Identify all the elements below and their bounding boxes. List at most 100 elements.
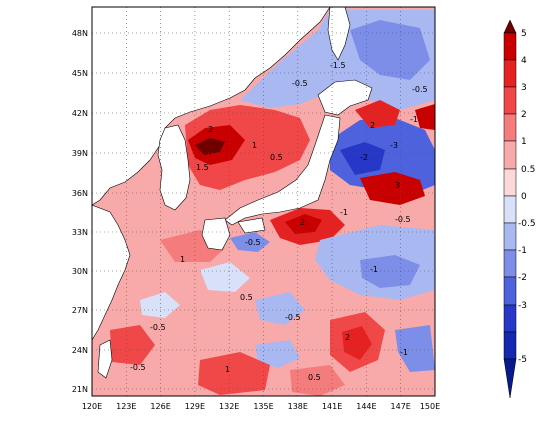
contour-label: 3 [395,181,400,190]
contour-label: -0.5 [292,79,308,88]
colorbar-label: 0.5 [521,165,535,175]
contour-label: -2 [360,153,368,162]
contour-label: 0.5 [308,373,321,382]
contour-label: -0.5 [395,215,411,224]
south-honshu-warm-core [285,214,322,234]
contour-label: -3 [390,141,398,150]
colorbar-swatch [503,222,517,251]
contour-label: -0.5 [285,313,301,322]
colorbar-top-arrow [503,19,517,34]
cool-patch-4 [255,292,305,325]
colorbar-labels: 5 4 3 2 1 0.5 0 -0.5 -1 -2 -3 -5 [518,29,536,365]
contour-label: -1 [400,348,408,357]
contour-label: -1.5 [330,61,346,70]
contour-label: 1 [225,365,230,374]
sea-of-japan-hotspot [195,138,225,155]
contour-label: 2 [345,333,350,342]
colorbar-label: -3 [518,301,527,311]
lon-tick-label: 144E [356,402,376,411]
lat-tick-label: 27N [72,306,88,315]
lat-tick-label: 39N [72,149,88,158]
lat-tick-label: 24N [72,346,88,355]
taiwan [97,339,113,379]
lat-tick-label: 45N [72,69,88,78]
colorbar-swatch [503,249,517,278]
contour-label: 1 [252,141,257,150]
graticule [92,7,435,396]
colorbar-label: 5 [521,29,527,39]
colorbar-label: 0 [521,192,527,202]
map-frame [91,6,436,397]
honshu [224,114,341,226]
contour-label: -1 [410,115,418,124]
colorbar-swatch [503,32,517,61]
contour-label: 0.5 [240,293,253,302]
lon-tick-label: 129E [185,402,205,411]
hokkaido [317,79,373,116]
colorbar-swatch [503,59,517,88]
lat-tick-label: 36N [72,189,88,198]
korean-peninsula [157,124,191,211]
colorbar: 5 4 3 2 1 0.5 0 -0.5 -1 -2 -3 -5 [503,19,536,399]
lon-tick-label: 147E [391,402,411,411]
contour-label: 1.5 [196,163,209,172]
north-cool-core [350,20,430,80]
contour-label: 2 [300,218,305,227]
lat-tick-label: 33N [72,228,88,237]
colorbar-swatch [503,276,517,306]
kyushu [201,217,231,251]
contour-label: -1 [370,265,378,274]
contour-label: 2 [208,125,213,134]
lon-tick-label: 132E [219,402,239,411]
colorbar-swatch [503,113,517,142]
lon-tick-label: 120E [82,402,102,411]
colorbar-swatch [503,168,517,197]
contour-label: -0.5 [130,363,146,372]
subtropical-warm-4 [290,365,345,396]
lon-tick-label: 135E [253,402,273,411]
subtropical-warm-1-core [342,326,372,360]
shikoku [237,217,266,234]
colorbar-label: -2 [518,273,527,283]
contour-label: -0.5 [245,238,261,247]
cool-patch-5 [140,292,180,318]
lon-tick-label: 138E [288,402,308,411]
colorbar-label: -5 [518,355,527,365]
colorbar-swatch [503,140,517,170]
colorbar-label: -1 [518,246,527,256]
colorbar-label: 4 [521,56,527,66]
map-field: 2 1 1.5 0.5 -0.5 -1.5 -0.5 2 -2 -3 -1 3 … [92,7,435,396]
colorbar-swatch [503,86,517,115]
colorbar-label: 1 [521,137,527,147]
kuroshio-cool-core [340,142,385,175]
cool-patch-6 [395,325,435,372]
subtropical-warm-3 [110,325,155,365]
lon-tick-label: 141E [322,402,342,411]
cool-patch-1 [230,232,270,252]
colorbar-bottom-arrow [503,358,517,399]
lat-tick-label: 21N [72,385,88,394]
colorbar-label: -0.5 [518,219,536,229]
contour-label: -0.5 [412,85,428,94]
colorbar-swatch [503,304,517,333]
kuroshio-warm-band [360,172,425,205]
colorbar-label: 3 [521,83,527,93]
lon-tick-label: 150E [420,402,440,411]
cool-patch-7 [255,340,300,368]
lon-axis: 120E 123E 126E 129E 132E 135E 138E 141E … [82,402,440,411]
china-coast [92,204,131,341]
contour-label: -1 [340,208,348,217]
lat-tick-label: 42N [72,109,88,118]
lon-tick-label: 126E [150,402,170,411]
contour-labels: 2 1 1.5 0.5 -0.5 -1.5 -0.5 2 -2 -3 -1 3 … [130,61,428,382]
sakhalin [327,7,351,61]
lat-tick-label: 48N [72,29,88,38]
lat-tick-label: 30N [72,267,88,276]
cool-patch-2 [360,255,420,288]
asian-continent [92,7,331,206]
colorbar-label: 2 [521,110,527,120]
contour-label: 2 [370,121,375,130]
contour-label: 0.5 [270,153,283,162]
lon-tick-label: 123E [116,402,136,411]
